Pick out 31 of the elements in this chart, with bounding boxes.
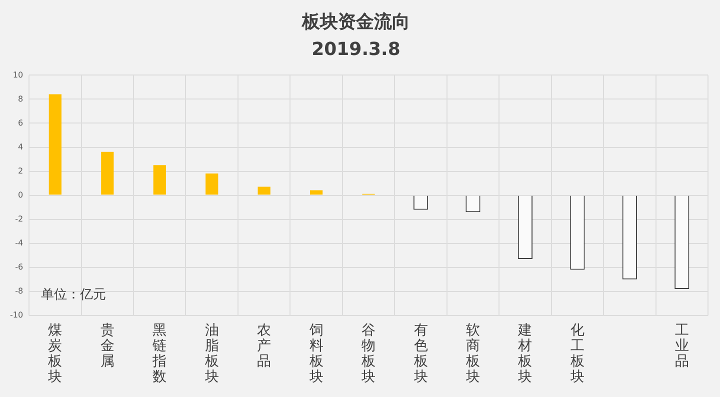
x-tick-label: 贵金属: [100, 322, 114, 370]
x-tick-label: 谷物板块: [360, 322, 376, 385]
bar: [258, 186, 270, 195]
y-tick-label: 4: [18, 142, 24, 152]
y-tick-label: 2: [18, 166, 24, 176]
y-tick-label: -4: [15, 238, 24, 248]
x-tick-label: 有色板块: [412, 322, 428, 385]
bar: [101, 152, 114, 195]
y-tick-label: 8: [18, 94, 24, 104]
chart-subtitle: 2019.3.8: [312, 39, 400, 60]
bar: [153, 165, 166, 195]
bar: [206, 173, 218, 195]
y-tick-label: -8: [15, 286, 24, 296]
x-tick-label: 油脂板块: [204, 322, 219, 385]
x-tick-label: 建材板块: [517, 322, 532, 385]
y-tick-label: -6: [15, 262, 24, 272]
y-tick-label: -10: [10, 310, 24, 320]
y-tick-label: -2: [15, 214, 24, 224]
chart-title: 板块资金流向: [301, 11, 410, 32]
y-tick-label: 10: [12, 70, 24, 80]
x-tick-label: 化工板块: [569, 322, 584, 385]
y-tick-label: 6: [18, 118, 24, 128]
x-tick-label: 黑链指数: [152, 322, 167, 385]
y-tick-label: 0: [18, 190, 24, 200]
x-tick-label: 工业品: [674, 322, 689, 370]
annotation: 单位：亿元: [41, 287, 106, 302]
bar: [48, 94, 62, 195]
x-tick-label: 煤炭板块: [47, 322, 62, 385]
x-tick-label: 农产品: [257, 322, 272, 370]
x-tick-label: 软商板块: [464, 322, 480, 385]
x-tick-label: 饲料板块: [308, 322, 324, 385]
